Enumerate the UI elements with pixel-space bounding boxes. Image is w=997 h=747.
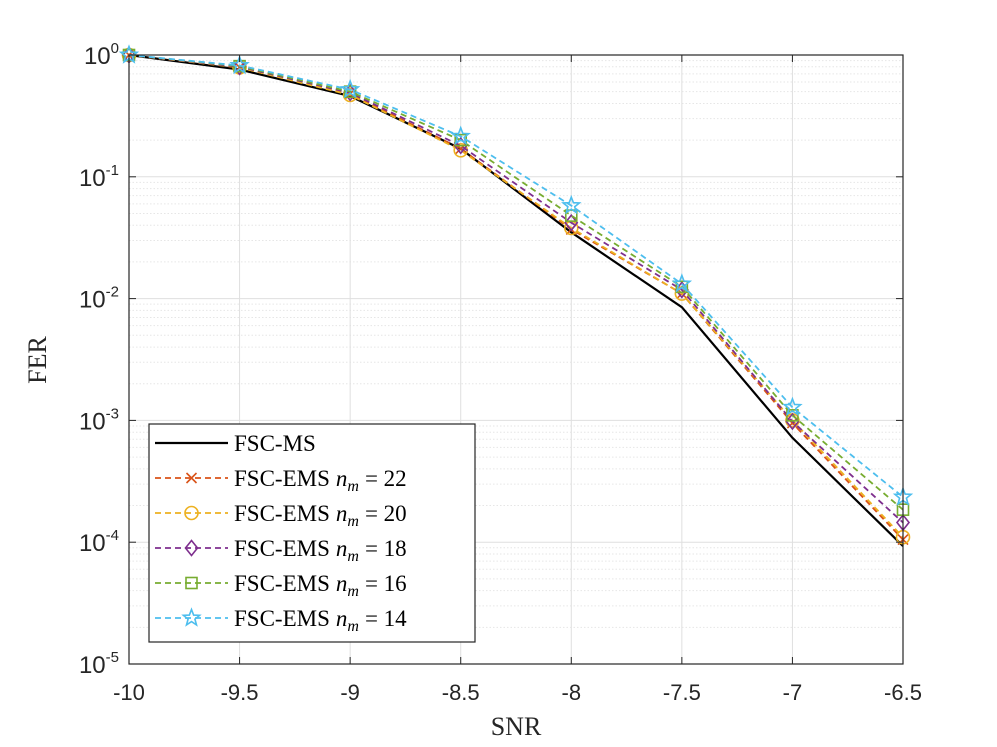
legend-item: FSC-EMS nm = 20 <box>155 501 407 530</box>
x-tick-label: -7.5 <box>663 680 701 705</box>
y-tick-label: 10-3 <box>79 405 119 435</box>
legend-item: FSC-EMS nm = 18 <box>155 536 407 565</box>
legend-label: FSC-EMS nm = 14 <box>234 606 407 635</box>
x-tick-label: -10 <box>113 680 145 705</box>
legend-label: FSC-EMS nm = 18 <box>234 536 407 565</box>
legend-box <box>148 423 476 643</box>
x-tick-label: -7 <box>783 680 803 705</box>
x-tick-label: -9 <box>340 680 360 705</box>
legend-label: FSC-MS <box>234 431 316 456</box>
legend-marker <box>181 607 202 627</box>
legend-item: FSC-EMS nm = 22 <box>155 466 407 495</box>
series-5-point-4 <box>561 194 582 215</box>
legend-marker <box>185 576 198 590</box>
y-tick-label: 10-2 <box>79 284 119 314</box>
x-tick-label: -6.5 <box>884 680 922 705</box>
series-5-point-3 <box>450 125 471 146</box>
legend-item: FSC-MS <box>155 431 316 456</box>
series-0 <box>128 53 904 547</box>
legend: FSC-MS FSC-EMS nm = 22 FSC-EMS nm = 20 FSC-EMS n… <box>148 423 476 643</box>
legend-marker <box>184 505 199 521</box>
axes-box <box>128 54 904 665</box>
series-3-point-1 <box>232 58 247 76</box>
x-tick-label: -8.5 <box>442 680 480 705</box>
y-axis-title: FER <box>23 336 52 384</box>
legend-marker <box>184 539 199 557</box>
series-3-point-4 <box>564 213 579 232</box>
legend-label: FSC-EMS nm = 20 <box>234 501 407 530</box>
x-tick-label: -9.5 <box>221 680 259 705</box>
series-4-point-5 <box>675 280 689 294</box>
y-tick-label: 10-1 <box>79 162 119 192</box>
series-line-0 <box>128 53 904 547</box>
x-axis-title: SNR <box>491 712 542 741</box>
legend-label: FSC-EMS nm = 16 <box>234 571 407 600</box>
legend-label: FSC-EMS nm = 22 <box>234 466 407 495</box>
series-5-point-5 <box>671 273 693 293</box>
y-tick-label: 10-4 <box>79 527 119 557</box>
series-5-point-6 <box>782 396 803 417</box>
legend-item: FSC-EMS nm = 16 <box>155 571 407 600</box>
series-5-point-2 <box>339 78 361 99</box>
x-tick-label: -8 <box>562 680 582 705</box>
y-tick-label: 100 <box>84 40 119 70</box>
y-tick-label: 10-5 <box>79 649 119 679</box>
series-5-point-1 <box>229 54 250 75</box>
legend-marker <box>185 472 198 484</box>
legend-item: FSC-EMS nm = 14 <box>155 606 407 635</box>
